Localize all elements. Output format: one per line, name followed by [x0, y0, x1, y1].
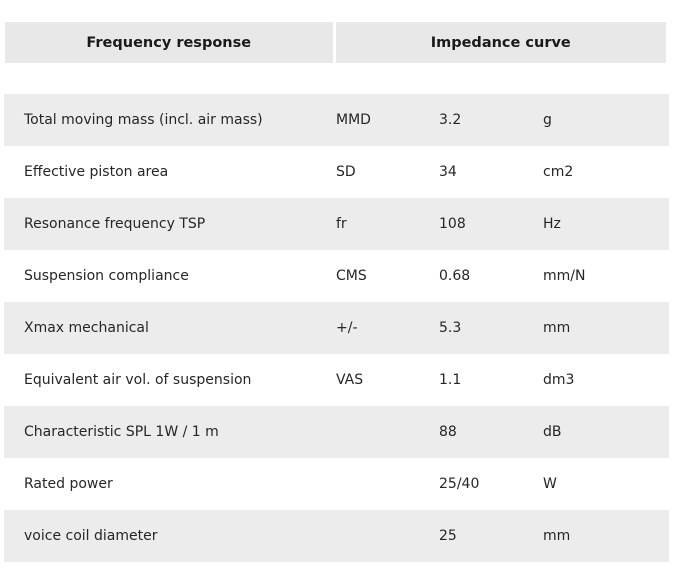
table-row: Effective piston area SD 34 cm2	[4, 146, 669, 198]
spec-value: 34	[439, 164, 457, 180]
tab-frequency-response[interactable]: Frequency response	[5, 22, 333, 63]
table-row: Xmax mechanical +/- 5.3 mm	[4, 302, 669, 354]
spec-value: 5.3	[439, 320, 462, 336]
spec-value: 25/40	[439, 476, 480, 492]
spec-unit: dB	[543, 424, 562, 440]
table-row: Characteristic SPL 1W / 1 m 88 dB	[4, 406, 669, 458]
tab-impedance-curve[interactable]: Impedance curve	[335, 22, 666, 63]
table-row: voice coil diameter 25 mm	[4, 510, 669, 562]
spec-value: 3.2	[439, 112, 462, 128]
spec-parameter: voice coil diameter	[24, 528, 158, 544]
specs-table: Total moving mass (incl. air mass) MMD 3…	[4, 94, 669, 562]
spec-parameter: Characteristic SPL 1W / 1 m	[24, 424, 219, 440]
table-row: Resonance frequency TSP fr 108 Hz	[4, 198, 669, 250]
spec-parameter: Suspension compliance	[24, 268, 189, 284]
spec-unit: W	[543, 476, 557, 492]
spec-parameter: Equivalent air vol. of suspension	[24, 372, 252, 388]
table-row: Suspension compliance CMS 0.68 mm/N	[4, 250, 669, 302]
spec-value: 0.68	[439, 268, 471, 284]
spec-symbol: MMD	[336, 112, 371, 128]
spec-value: 1.1	[439, 372, 462, 388]
spec-symbol: VAS	[336, 372, 364, 388]
spec-symbol: SD	[336, 164, 356, 180]
spec-value: 88	[439, 424, 457, 440]
spec-parameter: Xmax mechanical	[24, 320, 149, 336]
spec-parameter: Resonance frequency TSP	[24, 216, 206, 232]
spec-value: 25	[439, 528, 457, 544]
spec-unit: mm	[543, 320, 571, 336]
spec-parameter: Total moving mass (incl. air mass)	[24, 112, 263, 128]
table-row: Equivalent air vol. of suspension VAS 1.…	[4, 354, 669, 406]
spec-unit: mm	[543, 528, 571, 544]
spec-unit: mm/N	[543, 268, 586, 284]
chart-tabs: Frequency response Impedance curve	[5, 22, 666, 63]
table-row: Rated power 25/40 W	[4, 458, 669, 510]
spec-unit: cm2	[543, 164, 574, 180]
table-row: Total moving mass (incl. air mass) MMD 3…	[4, 94, 669, 146]
spec-symbol: CMS	[336, 268, 367, 284]
spec-parameter: Effective piston area	[24, 164, 169, 180]
spec-unit: Hz	[543, 216, 561, 232]
spec-unit: g	[543, 112, 552, 128]
spec-symbol: fr	[336, 216, 347, 232]
spec-symbol: +/-	[336, 320, 358, 336]
spec-value: 108	[439, 216, 466, 232]
spec-parameter: Rated power	[24, 476, 113, 492]
spec-unit: dm3	[543, 372, 575, 388]
